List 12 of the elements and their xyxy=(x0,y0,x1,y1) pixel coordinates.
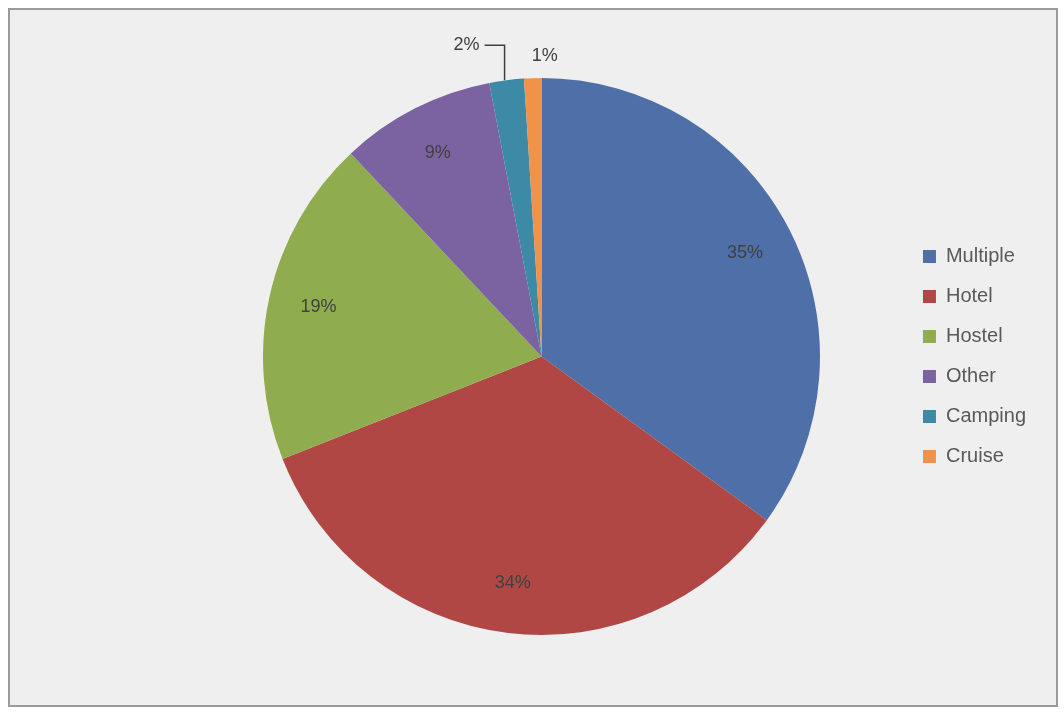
data-label: 1% xyxy=(531,45,558,66)
data-label: 9% xyxy=(424,141,451,162)
data-label: 2% xyxy=(453,34,480,55)
legend-label: Hostel xyxy=(945,324,1003,347)
data-label: 34% xyxy=(494,572,531,593)
legend-label: Multiple xyxy=(945,244,1015,267)
legend-label: Hotel xyxy=(945,284,993,307)
legend-label: Cruise xyxy=(945,444,1004,467)
legend-label: Camping xyxy=(945,404,1027,427)
data-label: 19% xyxy=(300,295,337,316)
legend-label: Other xyxy=(945,364,997,387)
data-label: 35% xyxy=(726,241,763,262)
